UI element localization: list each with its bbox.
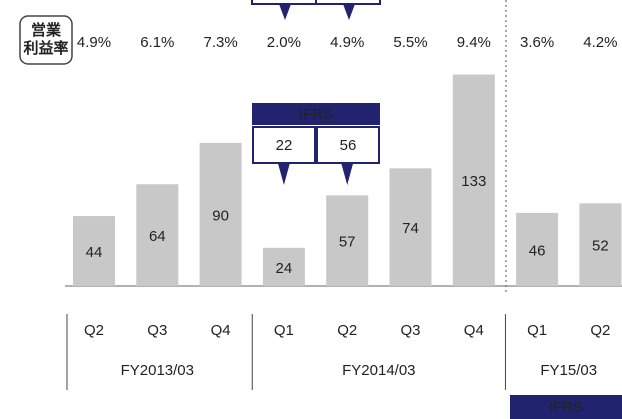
bar: [262, 247, 305, 286]
margin-value: 4.2%: [583, 34, 617, 51]
group-label: FY15/03: [540, 362, 597, 379]
x-tick-label: Q2: [590, 322, 610, 339]
bar-value-label: 46: [529, 242, 546, 259]
bar-value-label: 133: [461, 173, 486, 190]
bar-value-label: 57: [339, 234, 356, 251]
x-tick-label: Q3: [400, 322, 420, 339]
callout-arrow: [277, 163, 290, 185]
bar: [199, 142, 242, 286]
callout-value: 22: [276, 137, 293, 154]
margin-value: 2.0%: [267, 34, 301, 51]
group-label: FY2013/03: [121, 362, 194, 379]
margin-value: 6.1%: [140, 34, 174, 51]
group-label: FY2014/03: [342, 362, 415, 379]
margin-value: 9.4%: [457, 34, 491, 51]
bar: [516, 212, 559, 286]
callout-value: 56: [340, 137, 357, 154]
bar-value-label: 90: [212, 207, 229, 224]
x-tick-label: Q2: [337, 322, 357, 339]
top-callout-remnant: [251, 0, 381, 20]
margin-value: 5.5%: [393, 34, 427, 51]
bar-value-label: 24: [276, 260, 293, 277]
x-tick-label: Q1: [527, 322, 547, 339]
x-tick-label: Q2: [84, 322, 104, 339]
callout-title: IFRS: [299, 106, 333, 123]
x-tick-label: Q4: [464, 322, 484, 339]
callout-arrow: [341, 163, 354, 185]
margin-value: 4.9%: [330, 34, 364, 51]
bar: [136, 184, 179, 286]
margin-label: 利益率: [23, 39, 68, 57]
bar: [73, 216, 115, 286]
bar: [326, 195, 369, 286]
margin-value: 4.9%: [77, 34, 111, 51]
callout-header: [252, 103, 380, 125]
bar-value-label: 44: [86, 244, 103, 261]
bar-value-label: 74: [402, 220, 419, 237]
margin-label: 営業: [31, 21, 62, 39]
margin-label-box: [19, 15, 73, 65]
ifrs-banner: [510, 395, 622, 419]
x-tick-label: Q4: [211, 322, 231, 339]
ifrs-banner-label: IFRS: [549, 399, 583, 416]
margin-value: 3.6%: [520, 34, 554, 51]
bar-value-label: 64: [149, 228, 166, 245]
x-tick-label: Q1: [274, 322, 294, 339]
callout-cell: [316, 126, 380, 164]
bar: [579, 203, 622, 286]
x-tick-label: Q3: [147, 322, 167, 339]
bar: [452, 74, 495, 286]
callout-cell: [252, 126, 316, 164]
margin-value: 7.3%: [203, 34, 237, 51]
bar: [389, 168, 432, 286]
bar-value-label: 52: [592, 238, 609, 255]
